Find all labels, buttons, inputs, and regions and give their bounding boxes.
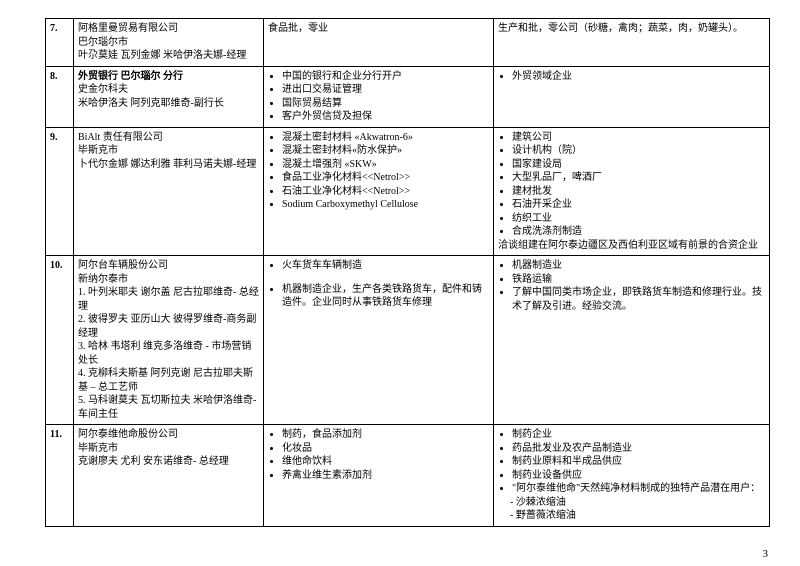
table-row: 7.阿格里曼贸易有限公司巴尔瑙尔市叶尕莫娃 瓦列金娜 米哈伊洛夫娜-经理食品批，… bbox=[46, 19, 770, 67]
document-page: 7.阿格里曼贸易有限公司巴尔瑙尔市叶尕莫娃 瓦列金娜 米哈伊洛夫娜-经理食品批，… bbox=[0, 0, 800, 566]
table-row: 8.外贸银行 巴尔瑙尔 分行史金尔科夫米哈伊洛夫 阿列克耶维奇-副行长中国的银行… bbox=[46, 66, 770, 127]
products-cell: 混凝土密封材料 «Akwatron-6»混凝土密封材料«防水保护»混凝土增强剂 … bbox=[264, 127, 494, 256]
company-cell: 阿尔泰维他命股份公司毕斯克市克谢廖夫 尤利 安东诺维奇- 总经理 bbox=[74, 425, 264, 527]
table-row: 11.阿尔泰维他命股份公司毕斯克市克谢廖夫 尤利 安东诺维奇- 总经理制药，食品… bbox=[46, 425, 770, 527]
products-cell: 火车货车车辆制造机器制造企业，生产各类铁路货车，配件和铸造件。企业同时从事铁路货… bbox=[264, 256, 494, 425]
products-cell: 中国的银行和企业分行开户进出口交易证管理国际贸易结算客户外贸信贷及担保 bbox=[264, 66, 494, 127]
targets-cell: 机器制造业铁路运输了解中国同类市场企业，即铁路货车制造和修理行业。技术了解及引进… bbox=[494, 256, 770, 425]
targets-cell: 生产和批，零公司（砂糖，禽肉；蔬菜，肉，奶罐头）。 bbox=[494, 19, 770, 67]
main-table: 7.阿格里曼贸易有限公司巴尔瑙尔市叶尕莫娃 瓦列金娜 米哈伊洛夫娜-经理食品批，… bbox=[45, 18, 770, 527]
company-cell: BiAlt 责任有限公司毕斯克市卜代尔金娜 娜达利雅 菲利马诺夫娜-经理 bbox=[74, 127, 264, 256]
products-cell: 制药，食品添加剂化妆品维他命饮料养禽业维生素添加剂 bbox=[264, 425, 494, 527]
row-number: 8. bbox=[46, 66, 74, 127]
targets-cell: 外贸领域企业 bbox=[494, 66, 770, 127]
table-row: 10.阿尔台车辆股份公司新纳尔泰市1. 叶列米耶夫 谢尔盖 尼古拉耶维奇- 总经… bbox=[46, 256, 770, 425]
page-number: 3 bbox=[763, 548, 769, 560]
targets-cell: 制药企业药品批发业及农产品制造业制药业原料和半成品供应 制药业设备供应"阿尔泰维… bbox=[494, 425, 770, 527]
targets-cell: 建筑公司设计机构（院）国家建设局大型乳品厂，啤酒厂建材批发石油开采企业纺织工业合… bbox=[494, 127, 770, 256]
table-row: 9.BiAlt 责任有限公司毕斯克市卜代尔金娜 娜达利雅 菲利马诺夫娜-经理混凝… bbox=[46, 127, 770, 256]
row-number: 9. bbox=[46, 127, 74, 256]
row-number: 7. bbox=[46, 19, 74, 67]
company-cell: 阿尔台车辆股份公司新纳尔泰市1. 叶列米耶夫 谢尔盖 尼古拉耶维奇- 总经理2.… bbox=[74, 256, 264, 425]
row-number: 11. bbox=[46, 425, 74, 527]
company-cell: 阿格里曼贸易有限公司巴尔瑙尔市叶尕莫娃 瓦列金娜 米哈伊洛夫娜-经理 bbox=[74, 19, 264, 67]
company-cell: 外贸银行 巴尔瑙尔 分行史金尔科夫米哈伊洛夫 阿列克耶维奇-副行长 bbox=[74, 66, 264, 127]
row-number: 10. bbox=[46, 256, 74, 425]
products-cell: 食品批，零业 bbox=[264, 19, 494, 67]
